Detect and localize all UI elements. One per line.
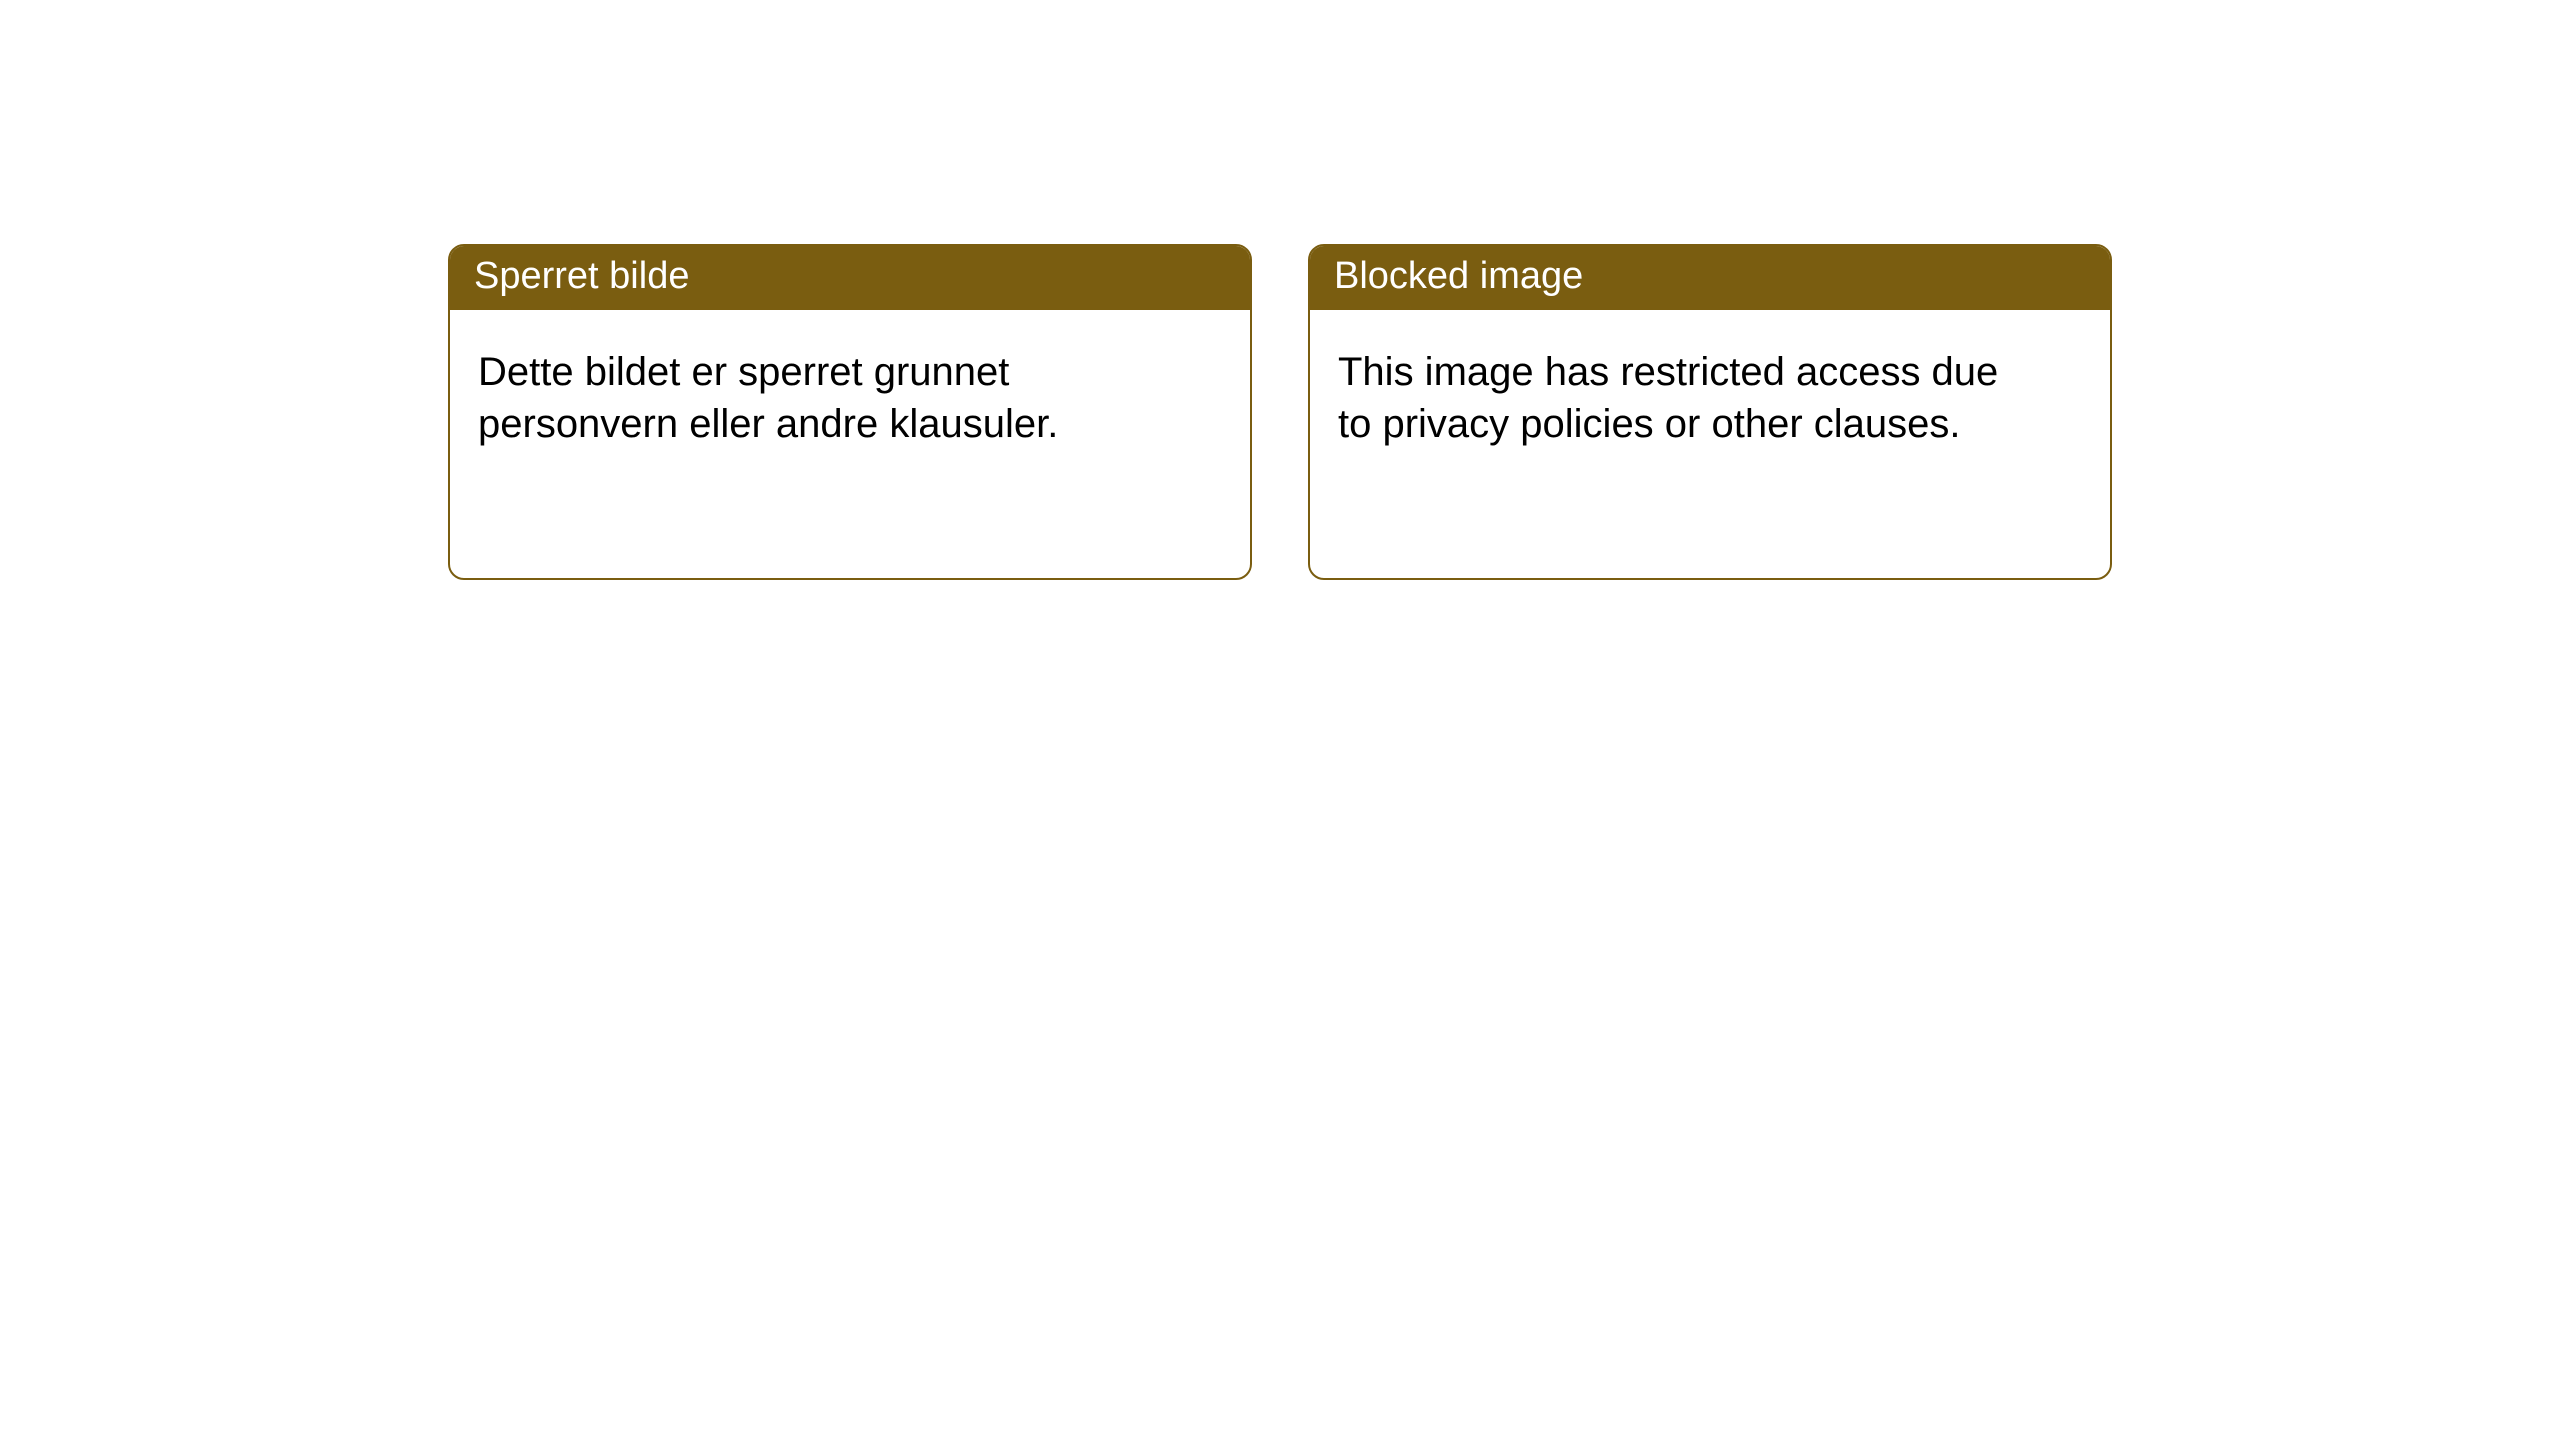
notice-title-norwegian: Sperret bilde: [450, 246, 1250, 310]
notice-message-norwegian: Dette bildet er sperret grunnet personve…: [478, 346, 1158, 452]
notice-card-english: Blocked image This image has restricted …: [1308, 244, 2112, 580]
notice-title-english: Blocked image: [1310, 246, 2110, 310]
notice-body-english: This image has restricted access due to …: [1310, 310, 2110, 578]
notice-container: Sperret bilde Dette bildet er sperret gr…: [0, 0, 2560, 580]
notice-message-english: This image has restricted access due to …: [1338, 346, 2018, 452]
notice-body-norwegian: Dette bildet er sperret grunnet personve…: [450, 310, 1250, 578]
notice-card-norwegian: Sperret bilde Dette bildet er sperret gr…: [448, 244, 1252, 580]
